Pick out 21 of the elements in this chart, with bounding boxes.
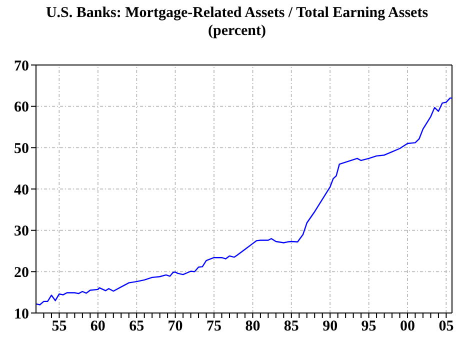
x-tick-label: 75 bbox=[206, 318, 222, 335]
x-tick-label: 85 bbox=[284, 318, 299, 335]
y-tick-label: 70 bbox=[14, 58, 29, 74]
x-tick-label: 60 bbox=[90, 318, 106, 335]
x-tick-label: 90 bbox=[322, 318, 338, 335]
x-tick-label: 05 bbox=[438, 318, 454, 335]
y-tick-label: 20 bbox=[14, 264, 29, 281]
x-tick-label: 70 bbox=[168, 318, 183, 335]
y-tick-label: 30 bbox=[14, 224, 29, 240]
x-tick-label: 95 bbox=[361, 318, 376, 335]
y-tick-label: 40 bbox=[14, 182, 29, 198]
y-tick-label: 60 bbox=[14, 100, 29, 116]
chart-subtitle: (percent) bbox=[206, 22, 268, 40]
line-series bbox=[36, 97, 452, 306]
x-tick-label: 55 bbox=[52, 318, 67, 335]
chart-title: U.S. Banks: Mortgage-Related Assets / Total Earning Assets bbox=[44, 4, 430, 22]
y-tick-label: 50 bbox=[14, 140, 29, 157]
y-tick-label: 10 bbox=[14, 306, 29, 322]
x-tick-label: 00 bbox=[400, 318, 415, 335]
x-tick-label: 80 bbox=[245, 318, 260, 335]
x-tick-label: 65 bbox=[129, 318, 144, 335]
